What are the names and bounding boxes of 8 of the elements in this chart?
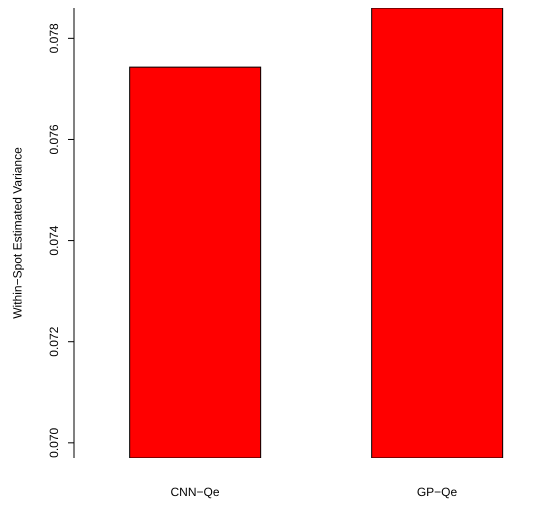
- y-tick-label: 0.072: [47, 326, 61, 357]
- y-tick-label: 0.078: [47, 22, 61, 54]
- y-axis-title: Within−Spot Estimated Variance: [10, 146, 24, 319]
- x-tick-label: CNN−Qe: [170, 485, 220, 499]
- y-tick-label: 0.074: [47, 225, 61, 256]
- x-tick-label: GP−Qe: [416, 485, 458, 499]
- y-tick-label: 0.070: [47, 427, 61, 458]
- y-tick-label: 0.076: [47, 124, 61, 154]
